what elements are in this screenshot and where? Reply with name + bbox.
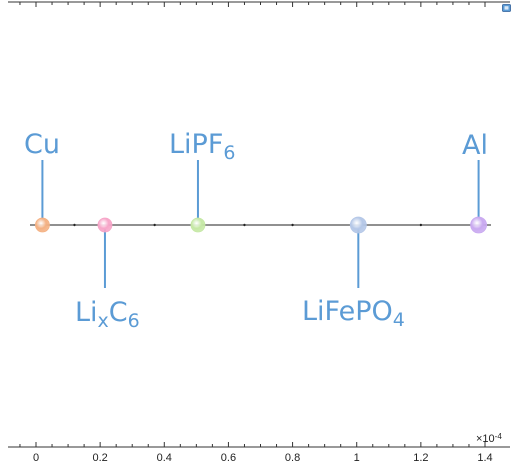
scale-base: ×10 bbox=[476, 433, 495, 445]
top-axis bbox=[8, 1, 510, 7]
marker-lifepo4 bbox=[349, 216, 367, 234]
label-lipf6: LiPF6 bbox=[169, 129, 235, 163]
label-lixc6-x: x bbox=[97, 310, 109, 332]
label-al: Al bbox=[462, 132, 488, 159]
marker-cu bbox=[35, 217, 50, 233]
label-lixc6-li: Li bbox=[75, 297, 98, 328]
label-lifepo4-sub: 4 bbox=[392, 309, 405, 331]
x-tick-label: 0.6 bbox=[220, 452, 237, 464]
label-lipf6-base: LiPF bbox=[169, 129, 224, 160]
x-tick-label: 0.4 bbox=[156, 452, 172, 464]
label-lixc6-6: 6 bbox=[127, 310, 140, 332]
marker-lipf6 bbox=[190, 217, 206, 233]
line-vertex bbox=[419, 223, 423, 227]
leader-lines bbox=[41, 160, 480, 288]
marker-lixc6 bbox=[97, 217, 113, 233]
marker-al bbox=[470, 216, 487, 234]
label-cu: Cu bbox=[24, 131, 60, 158]
x-tick-label: 1.4 bbox=[477, 452, 493, 464]
label-lixc6-c: C bbox=[108, 297, 128, 328]
x-tick-label: 0.8 bbox=[284, 452, 301, 464]
x-tick-label: 1 bbox=[353, 452, 360, 464]
line-vertex bbox=[291, 223, 294, 227]
label-lipf6-sub: 6 bbox=[223, 142, 236, 164]
view-icon[interactable] bbox=[502, 4, 511, 12]
x-tick-label: 0.2 bbox=[92, 452, 108, 464]
line-vertex bbox=[73, 223, 76, 227]
label-lifepo4-base: LiFePO bbox=[302, 296, 393, 327]
line-vertex bbox=[153, 223, 156, 227]
scale-exponent: -4 bbox=[494, 432, 502, 441]
label-lifepo4: LiFePO4 bbox=[302, 296, 405, 330]
line-vertex bbox=[243, 223, 246, 227]
x-axis-scale-label: ×10-4 bbox=[476, 432, 502, 445]
x-tick-label: 0 bbox=[32, 452, 40, 464]
bottom-axis bbox=[8, 442, 510, 448]
x-tick-label: 1.2 bbox=[413, 452, 429, 464]
label-al-text: Al bbox=[462, 130, 488, 161]
label-cu-text: Cu bbox=[24, 129, 60, 160]
data-markers bbox=[35, 216, 487, 234]
label-lixc6: LixC6 bbox=[75, 297, 140, 331]
